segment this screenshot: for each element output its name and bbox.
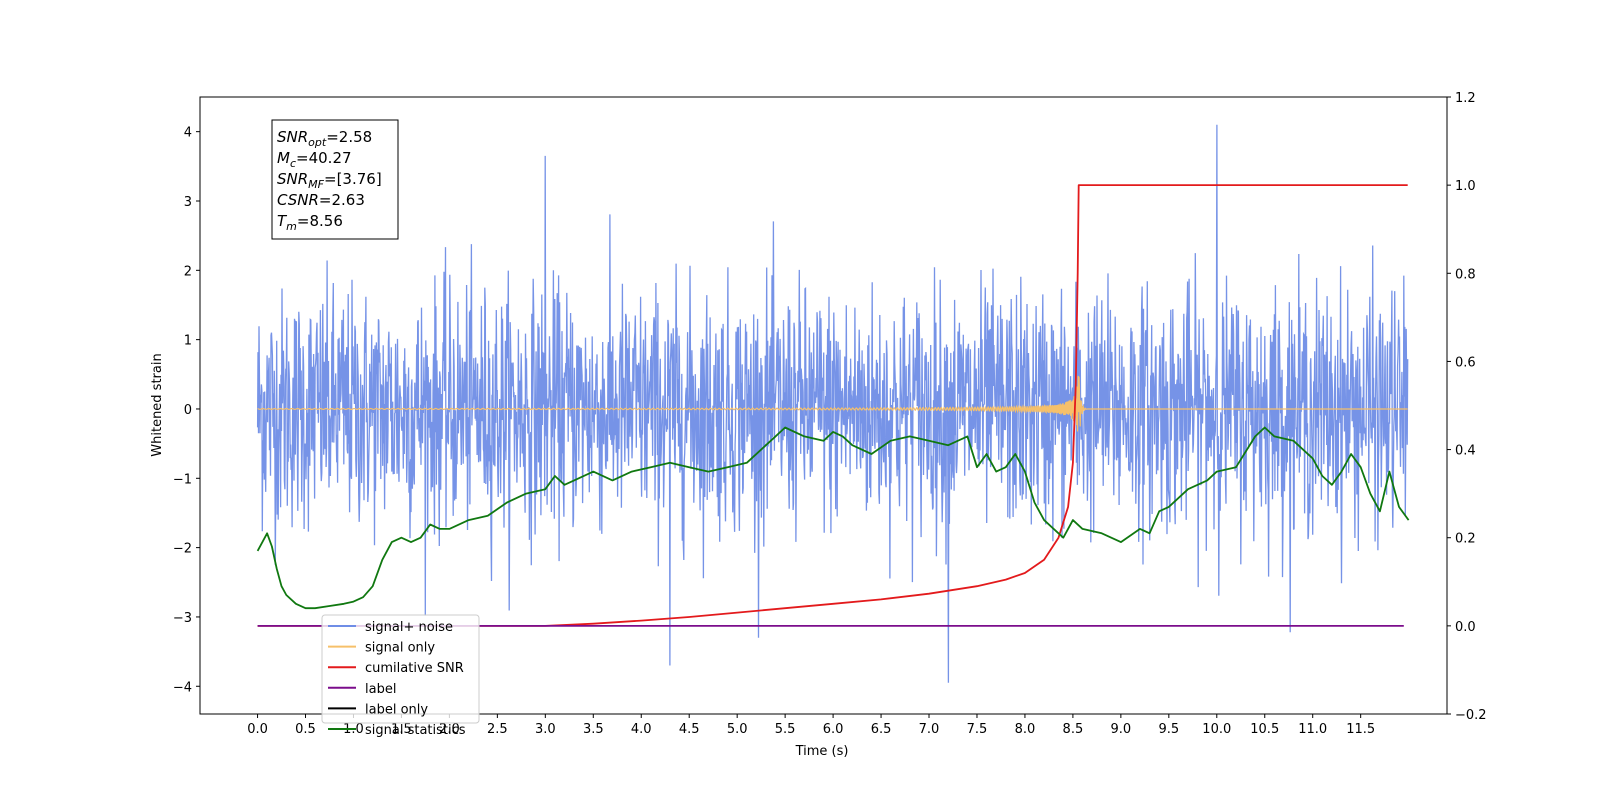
legend-label: signal+ noise (365, 620, 453, 635)
x-tick-label: 5.0 (727, 722, 748, 737)
x-tick-label: 10.5 (1250, 722, 1279, 737)
annotation-box: SNRopt=2.58Mc=40.27SNRMF=[3.76]CSNR=2.63… (271, 119, 399, 240)
x-tick-label: 8.0 (1015, 722, 1036, 737)
x-tick-label: 9.0 (1111, 722, 1132, 737)
y-left-tick-label: −1 (173, 472, 192, 487)
annotation-line: Tm=8.56 (277, 212, 343, 233)
x-tick-label: 4.5 (679, 722, 700, 737)
x-tick-label: 9.5 (1158, 722, 1179, 737)
axes-frame (199, 96, 1448, 715)
x-tick-label: 2.0 (439, 722, 460, 737)
x-tick-label: 8.5 (1063, 722, 1084, 737)
x-tick-label: 3.5 (583, 722, 604, 737)
y-left-tick-label: 0 (184, 403, 192, 418)
y-right-tick-label: −0.2 (1455, 708, 1487, 723)
legend-label: label only (365, 702, 428, 717)
y-left-tick-label: −2 (173, 542, 192, 557)
y-left-tick-label: 2 (184, 264, 192, 279)
series-signal-statistics-line (256, 426, 1410, 610)
legend-label: signal only (365, 641, 435, 656)
x-tick-label: 11.5 (1346, 722, 1375, 737)
x-tick-label: 4.0 (631, 722, 652, 737)
y-right-tick-label: 0.6 (1455, 355, 1476, 370)
y-right-tick-label: 1.0 (1455, 179, 1476, 194)
x-tick-label: 3.0 (535, 722, 556, 737)
x-tick-label: 10.0 (1202, 722, 1231, 737)
series-signal-only-line (257, 375, 1408, 432)
y-left-tick-label: 3 (184, 195, 192, 210)
legend-frame (321, 614, 480, 724)
annotation-line: Mc=40.27 (277, 149, 352, 170)
x-tick-label: 11.0 (1298, 722, 1327, 737)
y-left-tick-label: −4 (173, 680, 192, 695)
x-tick-label: 2.5 (487, 722, 508, 737)
annotation-frame (271, 119, 399, 240)
legend-label: cumilative SNR (365, 661, 464, 676)
y-right-tick-label: 0.2 (1455, 532, 1476, 547)
x-tick-label: 7.0 (919, 722, 940, 737)
y-left-tick-label: 1 (184, 334, 192, 349)
legend-label: signal statistics (365, 723, 466, 738)
series-cumilative-snr-line (257, 184, 1408, 627)
y-right-tick-label: 0.0 (1455, 620, 1476, 635)
x-tick-label: 6.5 (871, 722, 892, 737)
y-left-tick-label: 4 (184, 126, 192, 141)
annotation-line: CSNR=2.63 (277, 191, 365, 209)
legend: signal+ noise signal only cumilative SNR la… (321, 614, 480, 738)
x-axis-label: Time (s) (795, 744, 849, 759)
legend-label: label (365, 682, 396, 697)
y-right-tick-label: 1.2 (1455, 91, 1476, 106)
y-right-tick-label: 0.4 (1455, 444, 1476, 459)
annotation-line: SNRopt=2.58 (277, 128, 372, 149)
y-axis-label: Whitened strain (150, 353, 165, 456)
x-tick-label: 7.5 (967, 722, 988, 737)
x-tick-label: 5.5 (775, 722, 796, 737)
x-tick-label: 0.5 (295, 722, 316, 737)
ticks-layer: 0.0 0.5 1.0 1.5 2.0 2.5 3.0 3.5 4.0 4.5 5.0 5.5 6.0 6… (173, 91, 1487, 737)
y-left-tick-label: −3 (173, 611, 192, 626)
annotation-line: SNRMF=[3.76] (277, 170, 382, 191)
x-tick-label: 1.5 (391, 722, 412, 737)
x-tick-label: 6.0 (823, 722, 844, 737)
series-signal-noise-line (256, 124, 1409, 683)
y-right-tick-label: 0.8 (1455, 267, 1476, 282)
x-tick-label: 0.0 (247, 722, 268, 737)
